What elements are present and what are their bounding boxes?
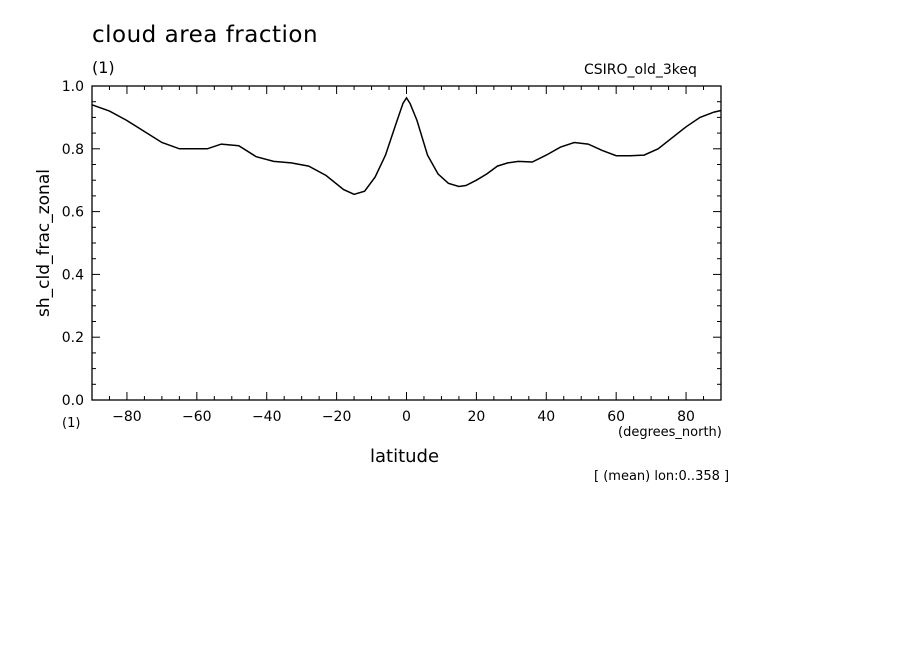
model-label: CSIRO_old_3keq <box>584 62 697 78</box>
y-tick-label: 0.2 <box>62 330 84 346</box>
y-tick-label: 0.6 <box>62 205 84 221</box>
x-tick-label: −20 <box>322 409 352 425</box>
x-tick-label: −40 <box>252 409 282 425</box>
y-tick-label: 0.4 <box>62 267 84 283</box>
footnote: [ (mean) lon:0..358 ] <box>594 469 730 484</box>
x-tick-label: 80 <box>677 409 695 425</box>
x-axis-unit: (degrees_north) <box>618 425 722 440</box>
title-unit: (1) <box>92 58 115 77</box>
y-tick-label: 0.0 <box>62 393 84 409</box>
y-tick-label: 0.8 <box>62 142 84 158</box>
series-line-cloud-fraction <box>91 96 722 196</box>
x-tick-label: −80 <box>112 409 142 425</box>
x-tick-label: 40 <box>537 409 555 425</box>
x-tick-label: 60 <box>607 409 625 425</box>
y-tick-label: 1.0 <box>62 79 84 95</box>
x-tick-label: −60 <box>182 409 212 425</box>
x-axis-label: latitude <box>370 446 440 467</box>
x-tick-label: 0 <box>402 409 411 425</box>
x-tick-label: 20 <box>467 409 485 425</box>
chart-title: cloud area fraction <box>92 22 319 48</box>
plot-frame <box>91 85 722 401</box>
y-axis-unit: (1) <box>62 416 81 431</box>
axis-ticks <box>91 85 722 401</box>
axis-tick-labels: −80 −60 −40 −20 0 20 40 60 80 0.0 0.2 0.4 0.6 0.8 1.0 <box>62 79 695 425</box>
